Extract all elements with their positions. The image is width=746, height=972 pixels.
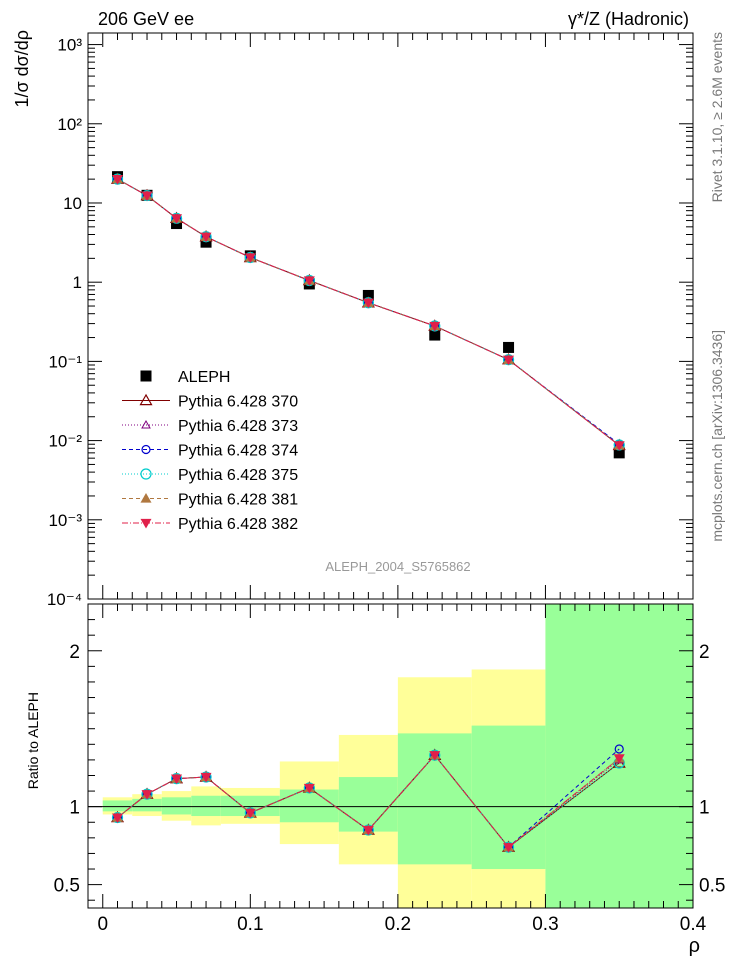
legend-label: Pythia 6.428 374 — [178, 443, 298, 460]
main-point-s6-1 — [141, 191, 153, 202]
process-label: γ*/Z (Hadronic) — [568, 9, 689, 29]
legend-label: Pythia 6.428 373 — [178, 418, 298, 435]
ratio-line-5 — [117, 754, 620, 848]
legend-entry-1: Pythia 6.428 370 — [122, 394, 298, 411]
inner-band-1 — [132, 798, 162, 812]
ratio-y-tick-label-right: 0.5 — [699, 876, 725, 897]
ratio-plot-frame — [87, 603, 694, 909]
legend-label: ALEPH — [178, 369, 230, 386]
ratio-y-tick-label-left: 1 — [69, 798, 80, 819]
x-tick-label: 0.4 — [680, 914, 707, 935]
legend-label: Pythia 6.428 375 — [178, 467, 298, 484]
main-series-lines — [117, 178, 620, 446]
ratio-series-lines — [117, 748, 620, 848]
ratio-y-tick-label-right: 1 — [699, 798, 710, 819]
legend-marker — [141, 419, 151, 429]
main-series-markers — [110, 171, 626, 459]
main-point-s6-8 — [503, 355, 515, 366]
ratio-series-markers — [110, 744, 626, 853]
main-point-s6-7 — [429, 321, 441, 332]
main-y-tick-label: 10 — [63, 194, 82, 213]
ratio-point-s5-8 — [503, 843, 515, 853]
inner-band-0 — [102, 800, 133, 812]
main-y-tick-label: 10⁻⁴ — [47, 590, 82, 609]
legend-marker — [140, 493, 152, 503]
ratio-y-tick-label-left: 0.5 — [54, 876, 80, 897]
inner-band-6 — [338, 777, 398, 832]
ratio-point-s5-1 — [141, 790, 153, 800]
x-axis-label: ρ — [689, 935, 700, 957]
legend-entry-3: Pythia 6.428 374 — [122, 443, 298, 460]
ratio-point-s5-7 — [429, 751, 441, 761]
main-axis-ticks: 10⁻⁴ 10⁻³ 10⁻² 10⁻¹ 1 10 10² 10³ — [47, 33, 694, 609]
legend-marker — [139, 393, 153, 406]
main-line-6 — [117, 178, 620, 446]
legend-entry-4: Pythia 6.428 375 — [122, 467, 298, 484]
main-y-tick-label: 1 — [73, 273, 82, 292]
ratio-uncertainty-bands — [102, 604, 693, 908]
main-plot-frame — [87, 32, 694, 600]
ratio-axis-ticks: 0.5 0.5 1 1 2 2 0 0.1 0.2 0.3 0.4 — [54, 604, 725, 935]
legend-entry-0: ALEPH — [140, 369, 230, 386]
analysis-label: ALEPH_2004_S5765862 — [325, 559, 470, 574]
main-y-tick-label: 10⁻¹ — [48, 352, 82, 371]
main-point-s6-0 — [112, 175, 124, 185]
ratio-point-s5-9 — [613, 754, 625, 764]
energy-label: 206 GeV ee — [98, 9, 194, 29]
ratio-y-axis-label: Ratio to ALEPH — [25, 692, 41, 789]
main-point-s6-3 — [200, 232, 212, 243]
main-line-4 — [117, 178, 620, 446]
ratio-point-s5-6 — [362, 825, 374, 836]
ratio-y-tick-label-left: 2 — [69, 642, 80, 663]
legend-entry-5: Pythia 6.428 381 — [122, 492, 298, 509]
inner-band-3 — [191, 795, 221, 817]
main-y-tick-label: 10⁻² — [48, 432, 82, 451]
main-point-s0-6 — [362, 289, 374, 301]
source-label: mcplots.cern.ch [arXiv:1306.3436] — [709, 330, 725, 542]
main-y-tick-label: 10² — [57, 115, 82, 134]
legend-entry-2: Pythia 6.428 373 — [122, 418, 298, 435]
legend-marker — [141, 444, 151, 455]
x-tick-label: 0.1 — [237, 914, 263, 935]
main-point-s6-2 — [171, 214, 183, 224]
legend-label: Pythia 6.428 370 — [178, 394, 298, 411]
legend-label: Pythia 6.428 381 — [178, 492, 298, 509]
main-y-tick-label: 10⁻³ — [48, 511, 82, 530]
ratio-point-s5-0 — [112, 813, 124, 824]
ratio-y-tick-label-right: 2 — [699, 642, 710, 663]
x-tick-label: 0 — [97, 914, 108, 935]
legend-marker — [140, 518, 152, 529]
ratio-point-s5-4 — [244, 808, 256, 819]
main-point-s0-8 — [503, 341, 515, 353]
legend-entry-6: Pythia 6.428 382 — [122, 516, 298, 533]
rivet-label: Rivet 3.1.10, ≥ 2.6M events — [709, 32, 725, 202]
x-tick-label: 0.3 — [532, 914, 558, 935]
ratio-point-s5-2 — [171, 774, 183, 785]
inner-band-5 — [279, 789, 339, 823]
main-point-s6-6 — [362, 298, 374, 309]
legend-label: Pythia 6.428 382 — [178, 516, 298, 533]
main-y-axis-label: 1/σ dσ/dρ — [12, 30, 32, 108]
legend: ALEPH Pythia 6.428 370 Pythia 6.428 373 Pyt… — [122, 369, 298, 533]
main-point-s6-4 — [244, 253, 256, 263]
main-y-tick-label: 10³ — [57, 36, 82, 55]
main-point-s0-9 — [613, 447, 625, 459]
main-point-s6-5 — [303, 276, 315, 287]
main-point-s0-7 — [429, 329, 441, 341]
x-tick-label: 0.2 — [385, 914, 411, 935]
ratio-point-s5-3 — [200, 772, 212, 783]
inner-band-2 — [161, 797, 192, 815]
legend-marker — [140, 468, 152, 480]
legend-marker — [140, 370, 152, 382]
ratio-point-s5-5 — [303, 783, 315, 794]
main-point-s6-9 — [613, 441, 625, 451]
